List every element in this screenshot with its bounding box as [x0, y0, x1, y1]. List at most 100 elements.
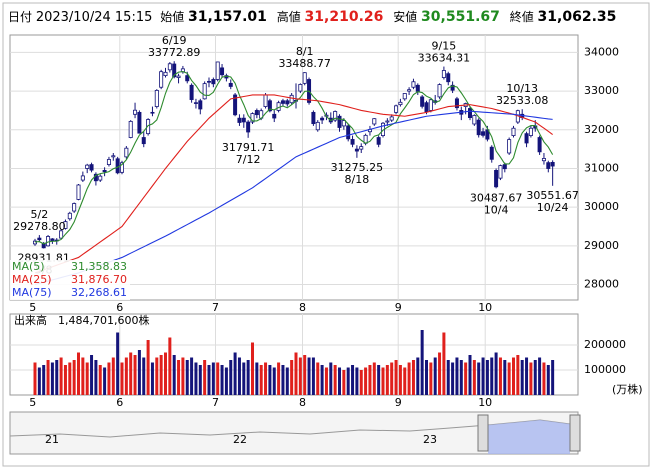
volume-bar — [181, 357, 185, 395]
candle-body — [398, 101, 403, 106]
candle-body — [111, 155, 116, 158]
legend-value: 31,358.83 — [71, 260, 127, 273]
candle-body — [124, 147, 129, 158]
volume-bar — [168, 337, 172, 395]
volume-bar — [259, 365, 263, 395]
volume-bar — [403, 367, 407, 395]
volume-bar — [77, 352, 80, 395]
volume-bar — [311, 357, 315, 395]
x-tick-label: 10 — [478, 301, 492, 314]
annotation-date: 8/18 — [345, 173, 370, 186]
volume-bar — [59, 357, 63, 395]
candle-body — [133, 109, 138, 115]
candle-body — [150, 111, 155, 114]
volume-bar — [351, 365, 355, 395]
volume-bar — [46, 360, 50, 395]
volume-bar — [72, 360, 76, 395]
volume-bar — [372, 362, 376, 395]
candle-body — [476, 119, 481, 136]
volume-bar — [390, 362, 394, 395]
volume-bar — [520, 360, 524, 395]
candle-body — [285, 100, 290, 105]
volume-bar — [137, 350, 141, 395]
volume-bar — [155, 357, 159, 395]
volume-bar — [533, 360, 537, 395]
volume-bar — [185, 360, 189, 395]
volume-bar — [346, 367, 350, 395]
label: 終値 — [509, 10, 534, 24]
annotation-price: 33488.77 — [278, 57, 331, 70]
candle-body — [215, 61, 220, 80]
y-tick-label: 30000 — [584, 200, 619, 213]
candle-body — [228, 82, 233, 87]
candle-body — [141, 137, 146, 145]
volume-bar — [251, 342, 254, 395]
annotation-date: 7/12 — [236, 153, 261, 166]
volume-bar — [468, 355, 472, 395]
candle-body — [120, 162, 125, 173]
volume-bar — [255, 362, 259, 395]
volume-title: 出来高 — [14, 313, 47, 327]
volume-bar — [464, 362, 468, 395]
candle-body — [411, 81, 416, 88]
volume-bar — [472, 360, 476, 395]
candle-body — [33, 240, 38, 245]
navigator-handle[interactable] — [477, 414, 489, 452]
legend-name: MA(5) — [12, 260, 45, 273]
candle-body — [354, 148, 359, 152]
volume-bar — [320, 365, 324, 395]
volume-bar — [246, 360, 250, 395]
volume-bar — [55, 360, 59, 395]
annotation-price: 30487.67 — [470, 191, 523, 204]
candle-body — [202, 83, 207, 100]
candle-body — [167, 63, 172, 71]
volume-bar — [111, 357, 115, 395]
annotation-price: 33772.89 — [148, 46, 201, 59]
volume-bar — [298, 357, 302, 395]
legend-value: 31,876.70 — [71, 273, 127, 286]
candle-body — [550, 161, 555, 167]
candle-body — [159, 71, 164, 88]
volume-bar — [477, 362, 481, 395]
y-tick-label: 200000 — [584, 338, 626, 351]
x-tick-label: 7 — [212, 301, 219, 314]
y-tick-label: 100000 — [584, 363, 626, 376]
navigator-label: 23 — [423, 433, 437, 446]
candle-body — [511, 127, 516, 136]
candle-body — [437, 84, 442, 98]
candle-body — [198, 100, 203, 110]
volume-bar — [324, 367, 328, 395]
volume-bar — [294, 352, 298, 395]
candle-body — [206, 81, 211, 83]
volume-bar — [242, 362, 246, 395]
candle-body — [193, 102, 198, 104]
volume-bar — [120, 362, 124, 395]
candle-body — [241, 117, 246, 123]
volume-bar — [190, 357, 194, 395]
volume-bar — [37, 367, 41, 395]
candle-body — [494, 170, 499, 188]
volume-bar — [220, 365, 224, 395]
candle-body — [507, 139, 512, 154]
volume-total: 1,484,701,600株 — [58, 313, 149, 327]
volume-bar — [233, 352, 237, 395]
navigator-handle[interactable] — [569, 414, 581, 452]
candle-body — [176, 75, 181, 78]
volume-bar — [211, 362, 215, 395]
volume-bar — [229, 360, 233, 395]
x-tick-label: 5 — [29, 301, 36, 314]
candles — [33, 61, 555, 286]
annotation-date: 6/19 — [162, 34, 187, 47]
volume-bar — [290, 360, 294, 395]
candle-body — [446, 73, 451, 83]
candle-body — [450, 84, 455, 91]
volume-bar — [142, 357, 146, 395]
candle-body — [254, 110, 259, 116]
y-tick-label: 31000 — [584, 161, 619, 174]
volume-bar — [411, 360, 415, 395]
x-tick-label: 7 — [212, 396, 219, 409]
candle-body — [402, 93, 407, 100]
candle-body — [424, 102, 429, 113]
volume-bar — [455, 357, 459, 395]
